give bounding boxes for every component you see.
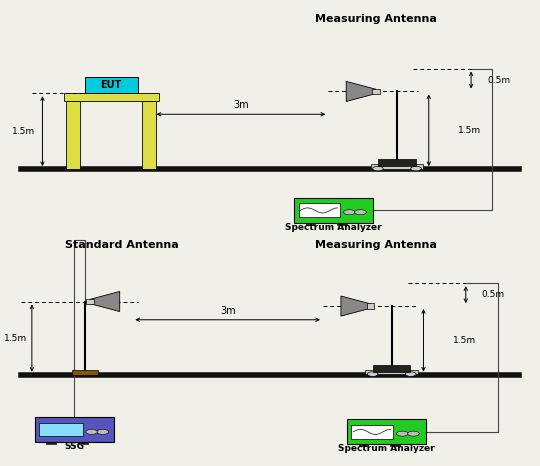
Text: 1.5m: 1.5m <box>458 126 481 135</box>
FancyBboxPatch shape <box>143 101 156 169</box>
Circle shape <box>408 431 419 436</box>
Text: Measuring Antenna: Measuring Antenna <box>315 240 437 250</box>
Polygon shape <box>341 296 370 316</box>
Text: EUT: EUT <box>100 80 122 90</box>
Circle shape <box>97 429 109 434</box>
Text: Standard Antenna: Standard Antenna <box>65 240 179 250</box>
FancyBboxPatch shape <box>294 198 373 223</box>
FancyBboxPatch shape <box>306 223 315 225</box>
FancyBboxPatch shape <box>379 159 416 166</box>
FancyBboxPatch shape <box>372 89 380 94</box>
Circle shape <box>86 429 98 434</box>
FancyBboxPatch shape <box>367 303 374 309</box>
FancyBboxPatch shape <box>347 419 426 444</box>
Text: Spectrum Analyzer: Spectrum Analyzer <box>338 444 435 453</box>
FancyBboxPatch shape <box>370 164 423 169</box>
Polygon shape <box>346 82 376 102</box>
Text: 3m: 3m <box>220 306 235 315</box>
Text: 0.5m: 0.5m <box>482 290 505 299</box>
Text: 1.5m: 1.5m <box>4 334 28 343</box>
Circle shape <box>355 210 366 215</box>
FancyBboxPatch shape <box>64 93 159 101</box>
Text: SSG: SSG <box>64 442 84 451</box>
Circle shape <box>373 166 383 171</box>
Polygon shape <box>90 291 120 312</box>
FancyBboxPatch shape <box>35 417 114 442</box>
FancyBboxPatch shape <box>86 299 94 304</box>
Circle shape <box>343 210 355 215</box>
FancyBboxPatch shape <box>66 101 80 169</box>
FancyBboxPatch shape <box>78 442 87 444</box>
Circle shape <box>396 431 408 436</box>
FancyBboxPatch shape <box>46 442 56 444</box>
FancyBboxPatch shape <box>299 203 340 217</box>
FancyBboxPatch shape <box>85 77 138 93</box>
FancyBboxPatch shape <box>72 370 98 375</box>
Circle shape <box>367 372 378 377</box>
Text: 3m: 3m <box>233 100 249 110</box>
Circle shape <box>411 166 421 171</box>
Circle shape <box>406 372 416 377</box>
Text: 1.5m: 1.5m <box>12 127 36 136</box>
FancyBboxPatch shape <box>359 444 368 446</box>
Text: 0.5m: 0.5m <box>487 75 510 84</box>
FancyBboxPatch shape <box>365 370 418 374</box>
FancyBboxPatch shape <box>373 365 410 372</box>
FancyBboxPatch shape <box>352 425 393 439</box>
FancyBboxPatch shape <box>338 223 347 225</box>
Text: 1.5m: 1.5m <box>453 336 476 345</box>
Text: Measuring Antenna: Measuring Antenna <box>315 14 437 24</box>
FancyBboxPatch shape <box>39 423 83 436</box>
Text: Spectrum Analyzer: Spectrum Analyzer <box>285 223 382 232</box>
FancyBboxPatch shape <box>390 444 400 446</box>
